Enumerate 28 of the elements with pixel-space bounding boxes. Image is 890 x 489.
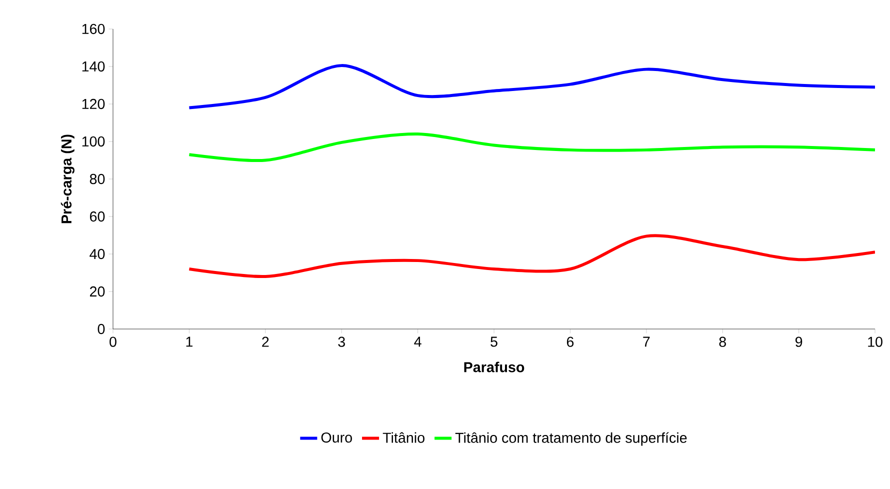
y-tick-label: 60: [90, 211, 105, 222]
x-tick-label: 9: [795, 336, 802, 347]
x-tick-label: 0: [110, 336, 116, 347]
x-tick-label: 8: [719, 336, 726, 347]
x-tick-label: 2: [262, 336, 269, 347]
x-tick-label: 7: [643, 336, 650, 347]
line-series: [188, 64, 876, 110]
y-tick-label: 40: [90, 248, 105, 260]
y-tick-label: 0: [98, 324, 105, 334]
x-tick-label: 3: [338, 336, 345, 347]
x-tick-label: 4: [414, 336, 422, 347]
legend-label: Titânio: [382, 432, 424, 443]
y-axis-title: Pré-carga (N): [60, 134, 74, 224]
legend-label: Ouro: [321, 432, 352, 443]
y-tick-label: 20: [90, 286, 105, 297]
x-axis-title: Parafuso: [464, 362, 524, 372]
x-tick-label: 1: [186, 336, 192, 347]
y-tick-label: 120: [82, 98, 105, 110]
y-tick-label: 80: [90, 174, 105, 184]
y-tick-label: 100: [82, 136, 105, 147]
legend-label: Titânio com tratamento de superfície: [455, 432, 687, 446]
line-series: [188, 234, 876, 278]
x-tick-label: 6: [566, 336, 574, 347]
x-tick-label: 10: [868, 336, 882, 347]
y-tick-label: 140: [82, 61, 105, 72]
x-tick-label: 5: [490, 336, 498, 347]
line-series: [188, 132, 876, 162]
y-tick-label: 160: [82, 24, 105, 34]
